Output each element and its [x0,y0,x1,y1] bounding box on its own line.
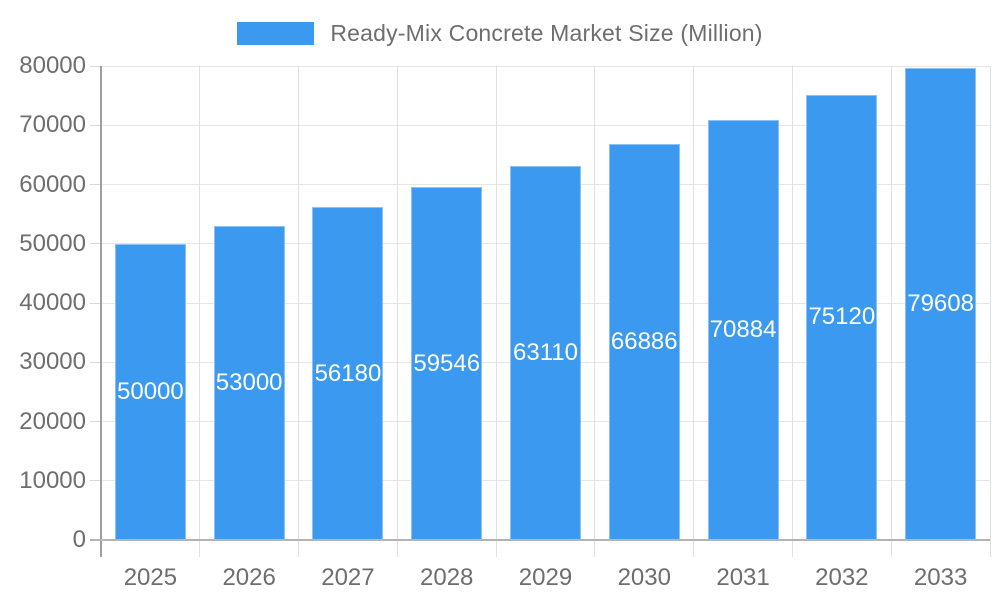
bar-value-label: 50000 [117,377,184,405]
bar-value-label: 53000 [215,368,283,396]
y-axis-label: 0 [72,526,86,553]
y-axis-tick [90,243,101,245]
legend[interactable]: Ready-Mix Concrete Market Size (Million) [0,20,1000,47]
y-axis-label: 10000 [19,466,86,494]
x-gridline [199,66,201,557]
x-axis-label: 2031 [716,564,770,591]
y-axis-label: 70000 [19,111,86,139]
bar-value-label: 63110 [513,339,578,367]
bar-value-label: 75120 [808,303,876,331]
bar-value-label: 56180 [314,359,382,387]
y-axis-tick [90,421,101,422]
bar-2025[interactable]: 50000 [114,243,186,540]
x-axis-label: 2027 [321,564,375,591]
x-axis-label: 2025 [123,564,178,591]
y-axis-tick [90,302,101,304]
y-axis-line [100,66,102,557]
bar-2028[interactable]: 59546 [411,187,483,540]
x-axis-label: 2026 [222,564,276,591]
y-axis-label: 60000 [19,170,86,198]
x-axis-label: 2028 [420,564,474,591]
x-axis-label: 2029 [518,564,573,591]
y-axis-tick [90,124,101,126]
y-axis-tick [90,480,101,482]
x-gridline [396,66,398,557]
bar-2026[interactable]: 53000 [213,225,285,540]
y-gridline [101,124,990,126]
x-axis-label: 2032 [815,564,869,591]
x-axis-label: 2030 [617,564,671,591]
x-gridline [989,66,991,557]
x-gridline [594,66,596,557]
bar-2033[interactable]: 79608 [905,68,977,540]
x-axis-label: 2033 [913,564,968,591]
y-axis-tick [90,361,101,363]
bar-2031[interactable]: 70884 [707,120,779,540]
x-gridline [693,66,695,557]
y-axis-tick [90,65,101,67]
legend-label: Ready-Mix Concrete Market Size (Million) [330,20,763,46]
bar-value-label: 59546 [413,349,481,377]
y-axis-label: 40000 [19,289,86,316]
y-axis-label: 50000 [19,229,86,257]
y-gridline [101,65,990,67]
x-gridline [791,66,793,557]
x-axis-line [90,539,990,541]
y-axis-label: 20000 [19,407,86,435]
y-axis-tick [90,184,101,185]
x-gridline [298,66,300,557]
bar-value-label: 70884 [709,315,777,343]
bar-2027[interactable]: 56180 [312,207,384,540]
bar-2029[interactable]: 63110 [510,166,581,540]
bar-2030[interactable]: 66886 [608,143,680,540]
y-axis-label: 80000 [19,52,86,79]
bar-2032[interactable]: 75120 [806,94,878,540]
x-gridline [495,66,497,557]
legend-swatch [237,22,315,45]
x-gridline [890,66,892,557]
bar-value-label: 79608 [907,290,974,318]
bar-value-label: 66886 [610,327,678,355]
y-axis-label: 30000 [19,348,86,376]
